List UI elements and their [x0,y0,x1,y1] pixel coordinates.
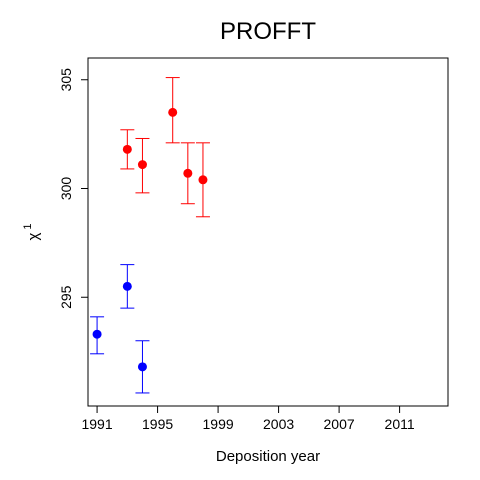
x-tick-label: 2007 [324,416,355,432]
x-tick-label: 2003 [263,416,294,432]
data-point [198,175,207,184]
x-tick-label: 1991 [81,416,112,432]
data-point [138,362,147,371]
y-tick-label: 295 [58,285,74,309]
series-0 [120,78,210,217]
y-axis-label-superscript: 1 [22,224,34,230]
data-point [123,282,132,291]
series-1 [90,265,149,393]
data-point [183,169,192,178]
chart-title: PROFFT [220,18,316,45]
x-tick-label: 2011 [385,416,415,432]
y-tick-label: 305 [58,68,74,92]
data-point [93,330,102,339]
x-axis: 1991 1995 1999 2003 2007 2011 [81,406,414,432]
y-axis-label: χ1 [22,224,42,241]
y-tick-label: 300 [58,177,74,201]
data-point [138,160,147,169]
x-axis-label: Deposition year [216,448,320,465]
y-axis-label-symbol: χ [25,233,42,241]
y-axis: 295 300 305 [58,68,88,309]
data-marks [90,78,210,393]
x-tick-label: 1999 [203,416,234,432]
data-point [168,108,177,117]
data-point [123,145,132,154]
x-tick-label: 1995 [142,416,173,432]
